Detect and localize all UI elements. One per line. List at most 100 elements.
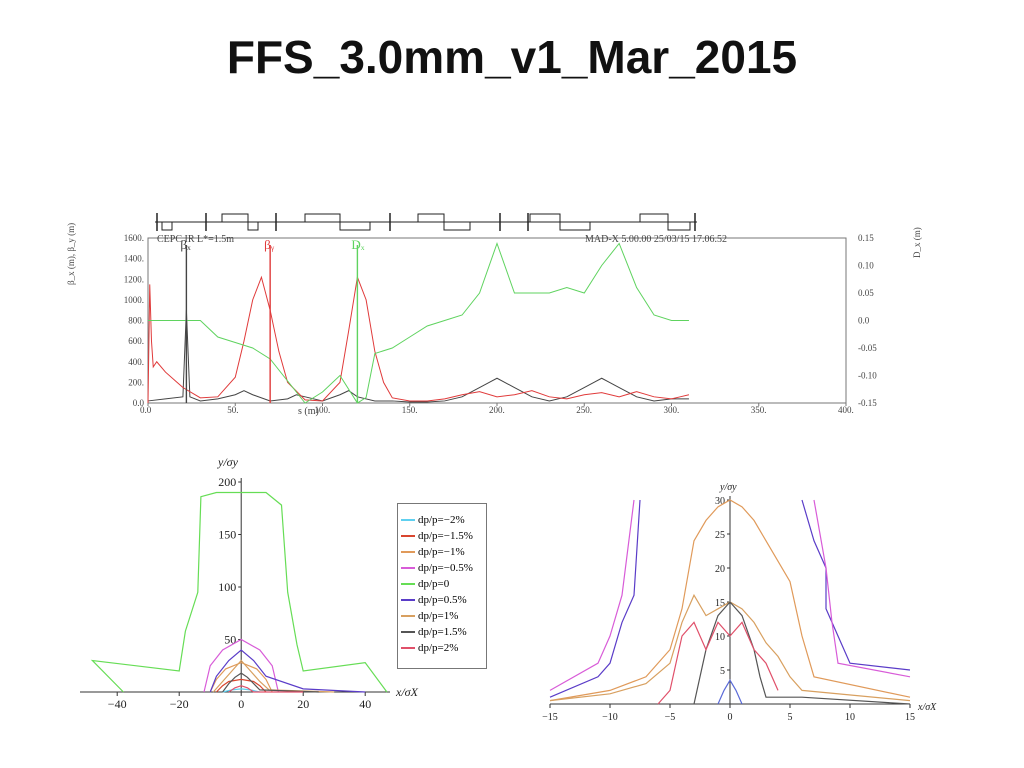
lattice-magnet [161,221,173,231]
optics-ytick-right-label: -0.10 [858,371,877,381]
optics-series-label: Dₓ [351,237,364,252]
legend-swatch [401,551,415,553]
legend-label: dp/p=1.5% [418,626,467,638]
optics-xtick-label: 50. [227,405,238,415]
dar-series [549,499,911,705]
lattice-magnet [529,213,561,223]
legend-label: dp/p=1% [418,610,459,622]
optics-ytick-left-label: 1000. [124,295,144,305]
lattice-magnet [339,221,371,231]
legend-rows: dp/p=−2% dp/p=−1.5% dp/p=−1% dp/p=−0.5% dp/p… [398,504,486,656]
x-tick-label: 5 [788,712,793,723]
x-tick-label: 20 [297,697,309,711]
aperture-series-line [222,688,260,693]
optics-series-labels: βₓ βᵧ Dₓ [180,237,365,403]
aperture-series-line [212,659,335,693]
optics-xtick-label: 150. [402,405,418,415]
optics-ytick-right-label: 0.05 [858,288,874,298]
x-tick-label: −40 [108,697,127,711]
aperture-series-line [209,661,273,693]
lattice-magnet [417,213,445,223]
dal-ylabel: y/σy [217,455,239,469]
legend-swatch [401,535,415,537]
legend-item: dp/p=1% [401,608,486,624]
legend-label: dp/p=−0.5% [418,562,473,574]
aperture-series-line [215,678,267,693]
y-tick-label: 5 [720,666,725,677]
x-tick-label: 40 [359,697,371,711]
aperture-series-line [549,499,911,702]
x-tick-label: −15 [542,712,558,723]
dal-xlabel: x/σX [395,685,419,699]
optics-ticks: 0.0 50. 100. 150. 200. 250. 300. 350. 400. 0.0 200… [124,233,877,415]
lattice-magnet [639,213,669,223]
optics-header-left: CEPC IR L*=1.5m [157,234,234,245]
legend-swatch [401,599,415,601]
lattice-magnet [443,221,471,231]
optics-series-line [148,241,689,404]
x-tick-label: 15 [905,712,915,723]
legend-label: dp/p=−1.5% [418,530,473,542]
optics-ytick-left-label: 1200. [124,274,144,284]
optics-ytick-left-label: 200. [128,377,144,387]
optics-xtick-label: 0.0 [140,405,152,415]
optics-ytick-right-label: -0.05 [858,343,877,353]
legend-label: dp/p=2% [418,642,459,654]
optics-ytick-right-label: -0.15 [858,398,877,408]
optics-ytick-right-label: 0.0 [858,316,870,326]
legend-swatch [401,615,415,617]
aperture-series-line [228,685,304,693]
optics-series [147,241,690,404]
lattice-magnet [304,213,341,223]
lattice-magnet [667,221,691,231]
optics-ylabel-right: D_x (m) [912,227,922,258]
lattice-magnet [247,221,259,231]
optics-ytick-left-label: 1600. [124,233,144,243]
y-tick-label: 10 [715,632,725,643]
optics-xtick-label: 350. [751,405,767,415]
legend-item: dp/p=1.5% [401,624,486,640]
legend-label: dp/p=0.5% [418,594,467,606]
x-tick-label: 10 [845,712,855,723]
lattice-magnet [559,221,591,231]
legend-item: dp/p=−1% [401,544,486,560]
lattice-elements [156,213,696,231]
optics-xlabel: s (m) [298,406,319,417]
y-tick-label: 100 [218,580,236,594]
optics-ylabel-left: β_x (m), β_y (m) [66,223,76,285]
optics-ytick-right-label: 0.15 [858,233,874,243]
legend-item: dp/p=2% [401,640,486,656]
y-tick-label: 50 [224,633,236,647]
legend-item: dp/p=−0.5% [401,560,486,576]
aperture-series-line [657,621,779,705]
lattice-magnet [221,213,249,223]
legend-swatch [401,583,415,585]
aperture-series-line [813,499,911,678]
legend-item: dp/p=−2% [401,512,486,528]
x-tick-label: −20 [170,697,189,711]
optics-header-right: MAD-X 5.00.00 25/03/15 17.06.52 [585,234,727,245]
slide-title: FFS_3.0mm_v1_Mar_2015 [226,31,798,83]
y-tick-label: 25 [715,530,725,541]
y-tick-label: 200 [218,475,236,489]
optics-xtick-label: 300. [664,405,680,415]
aperture-series-line [222,672,319,693]
optics-ytick-left-label: 600. [128,336,144,346]
dar-ylabel: y/σy [719,482,737,493]
x-tick-label: −10 [602,712,618,723]
optics-ytick-left-label: 1400. [124,254,144,264]
legend-label: dp/p=−2% [418,514,465,526]
legend-swatch [401,519,415,521]
optics-xtick-label: 400. [838,405,854,415]
optics-series-label: βᵧ [264,237,275,253]
optics-ytick-left-label: 800. [128,316,144,326]
optics-series-label: βₓ [180,237,191,252]
optics-series-line [147,310,689,403]
x-tick-label: −5 [665,712,676,723]
optics-xtick-label: 250. [576,405,592,415]
dal-axes: −40 −20 0 20 40 50 100 150 200 [80,475,390,711]
dar-xlabel: x/σX [917,702,937,713]
